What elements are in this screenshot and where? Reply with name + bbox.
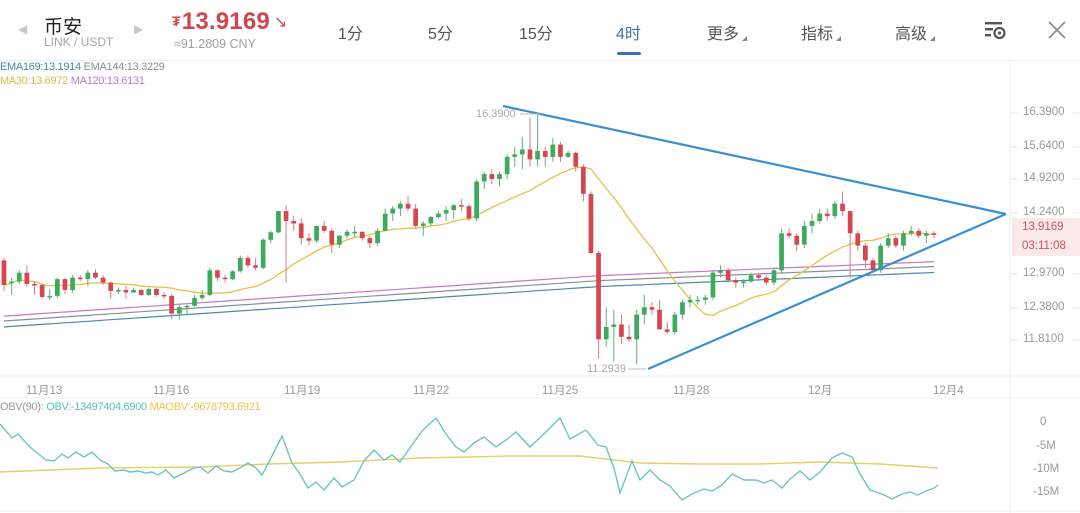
obv-legend: OBV(90): OBV:-13497404.6900 MAOBV:-96787… [0,401,261,413]
last-price-value: 13.9169 [181,8,270,35]
tab-advanced-label: 高级 [895,26,928,43]
tab-more[interactable]: 更多 [707,20,748,44]
date-axis-label: 11月28 [673,385,710,397]
tab-indicators-label: 指标 [801,26,834,43]
price-axis-label: 12.9700 [1023,267,1065,279]
tab-indicators[interactable]: 指标 [801,20,842,44]
price-axis-label: 14.9200 [1023,172,1065,184]
price-cny: ≈91.2809 CNY [174,37,256,51]
price-axis-label: 16.3900 [1023,106,1065,118]
active-tab-indicator [617,52,641,55]
date-axis-label: 11月13 [26,385,63,397]
obv-axis-label: 0 [1040,416,1047,428]
obv-axis-label: -5M [1036,440,1056,452]
ma-legend-row1: EMA169:13.1914 EMA144:13.3229 [0,61,165,73]
next-pair-icon[interactable]: ▶ [134,22,144,36]
price-axis-label: 14.2400 [1023,206,1065,218]
tab-advanced[interactable]: 高级 [895,20,936,44]
date-axis-label: 11月25 [542,385,579,397]
legend-ema144: EMA144:13.3229 [83,61,165,73]
legend-ma30: MA30:13.6972 [0,75,68,87]
dropdown-icon [836,36,842,41]
legend-obv: OBV:-13497404.6900 [46,401,147,413]
candle-countdown-tag: 03:11:08 [1012,237,1080,256]
arrow-down-right-icon: ↘ [273,14,288,31]
close-icon[interactable] [1047,20,1067,45]
tab-4h[interactable]: 4时 [616,26,641,43]
exchange-name: 币安 [44,17,83,38]
low-marker: 11.2939 [587,363,626,375]
date-axis-label: 11月19 [284,385,321,397]
dropdown-icon [930,36,936,41]
date-axis-label: 12月4 [933,385,964,397]
legend-ema169: EMA169:13.1914 [0,61,81,73]
date-axis-label: 11月22 [413,385,450,397]
obv-indicator-name: OBV(90): [0,401,44,413]
tab-1min[interactable]: 1分 [338,26,363,43]
chart-settings-icon[interactable] [984,20,1008,45]
tab-more-label: 更多 [707,26,740,43]
legend-ma120: MA120:13.6131 [70,75,145,87]
legend-maobv: MAOBV:-9678793.6921 [149,401,261,413]
last-price: ₮13.9169 ↘ [172,8,288,36]
prev-pair-icon[interactable]: ◀ [18,22,28,36]
high-marker: 16.3900 [476,108,516,120]
tab-5min[interactable]: 5分 [428,26,453,43]
date-axis-label: 12月 [808,385,833,397]
trading-pair: LINK / USDT [44,35,114,49]
date-axis-label: 11月16 [153,385,190,397]
header-bar: ◀ 币安 LINK / USDT ▶ ₮13.9169 ↘ ≈91.2809 CN… [0,0,1080,61]
obv-axis-label: -10M [1033,463,1060,475]
current-price-tag: 13.9169 [1012,218,1080,237]
price-axis-label: 15.6400 [1023,140,1065,152]
obv-axis-label: -15M [1033,486,1060,498]
price-axis-label: 11.8100 [1023,333,1064,345]
candlestick-chart[interactable] [0,60,1080,513]
tab-15min[interactable]: 15分 [519,26,553,43]
usdt-symbol-icon: ₮ [172,13,181,29]
price-axis-label: 12.3800 [1023,301,1065,313]
dropdown-icon [742,36,748,41]
ma-legend-row2: MA30:13.6972 MA120:13.6131 [0,75,145,87]
